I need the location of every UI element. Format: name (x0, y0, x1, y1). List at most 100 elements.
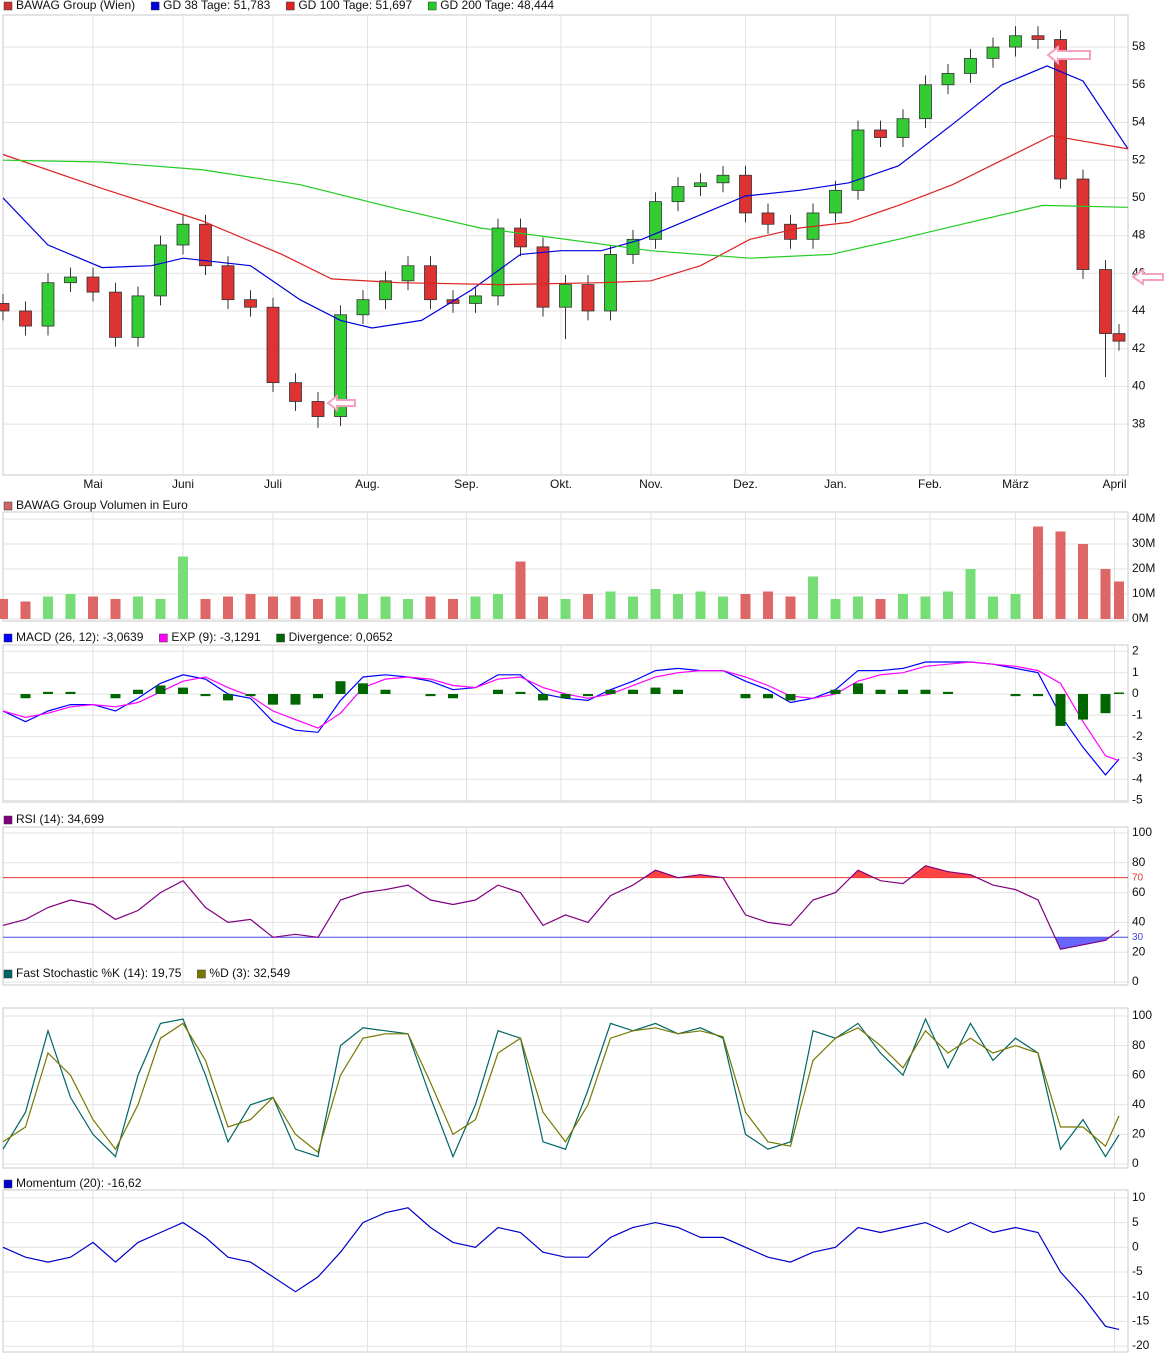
candle-body (739, 174, 752, 214)
arrow (1046, 44, 1091, 66)
y-tick-label: 0 (1132, 1239, 1139, 1253)
candle-body (64, 276, 77, 284)
candle-body (919, 84, 932, 120)
y-tick-label: 30M (1132, 536, 1155, 550)
candle-body (401, 265, 415, 282)
bar (155, 599, 166, 619)
candle-body (19, 310, 32, 327)
y-tick-label: 1 (1132, 665, 1139, 679)
candle-body (311, 401, 325, 417)
legend-label: MACD (26, 12): -3,0639 (16, 630, 144, 644)
y-tick-label: 5 (1132, 1215, 1139, 1229)
bar (20, 693, 31, 699)
bar (605, 689, 616, 694)
bar (133, 689, 143, 694)
bar (763, 693, 773, 699)
bar (88, 596, 98, 619)
bar (740, 594, 751, 619)
bar (920, 596, 931, 619)
bar (493, 689, 503, 694)
bar (0, 599, 8, 619)
bar (515, 561, 526, 619)
plot-frame (2, 826, 1129, 986)
bar (335, 681, 346, 694)
candle-body (1112, 333, 1126, 342)
legend-swatch (3, 1179, 13, 1189)
candle-body (154, 244, 167, 297)
bar (470, 596, 481, 619)
y-tick-label: 20 (1132, 944, 1146, 958)
y-tick-label: 44 (1132, 303, 1146, 317)
bar (268, 693, 278, 705)
x-tick-label: April (1102, 477, 1126, 491)
plot-frame (2, 1007, 1129, 1169)
annotations (326, 44, 1164, 413)
bar (358, 594, 368, 619)
bar (1055, 693, 1066, 726)
arrow (326, 393, 356, 413)
line-series (2, 1017, 1120, 1159)
bar (110, 599, 121, 619)
bar (1055, 531, 1066, 619)
x-tick-label: Aug. (355, 477, 380, 491)
x-tick-label: Nov. (639, 477, 663, 491)
legend-swatch (150, 1, 160, 11)
legend-label: GD 38 Tage: 51,783 (163, 0, 271, 12)
bar (538, 693, 548, 701)
bar (898, 594, 908, 619)
y-tick-label: 10M (1132, 586, 1155, 600)
y-tick-label: 100 (1132, 825, 1152, 839)
y-tick-label: -1 (1132, 707, 1143, 721)
x-tick-label: Dez. (733, 477, 758, 491)
reference-label: 70 (1132, 872, 1144, 883)
legend-swatch (427, 1, 437, 11)
candle-body (536, 246, 550, 308)
candle-body (716, 174, 730, 184)
y-tick-label: 80 (1132, 855, 1146, 869)
candle-body (761, 212, 775, 225)
legend-label: Divergence: 0,0652 (289, 630, 393, 644)
bar (380, 596, 391, 619)
bar (650, 687, 661, 694)
bar (583, 594, 593, 619)
line-series (2, 1022, 1120, 1154)
candle-body (694, 182, 707, 187)
y-tick-label: 40M (1132, 511, 1155, 525)
bar (1114, 581, 1124, 619)
bar (695, 591, 706, 619)
bar (358, 683, 368, 694)
candle-body (1076, 178, 1090, 270)
y-tick-label: 40 (1132, 915, 1146, 929)
bar (853, 596, 863, 619)
bar (560, 599, 571, 619)
bar (965, 569, 976, 619)
bar (808, 576, 818, 619)
x-tick-label: Mai (83, 477, 102, 491)
legend-label: GD 200 Tage: 48,444 (440, 0, 554, 12)
y-tick-label: 50 (1132, 190, 1146, 204)
legend-swatch (3, 501, 13, 511)
x-tick-label: Sep. (454, 477, 479, 491)
bar (110, 693, 121, 699)
y-tick-label: -5 (1132, 793, 1143, 807)
bar (673, 689, 683, 694)
candle-body (289, 382, 302, 402)
x-tick-label: März (1002, 477, 1029, 491)
legend-label: BAWAG Group Volumen in Euro (16, 498, 188, 512)
bar (1010, 594, 1021, 619)
bar (1100, 693, 1111, 714)
candle-body (829, 189, 842, 214)
y-tick-label: 54 (1132, 115, 1146, 129)
bar (290, 596, 301, 619)
candle-body (1009, 35, 1022, 48)
candle-body (964, 57, 977, 74)
y-tick-label: 60 (1132, 1067, 1146, 1081)
y-tick-label: 52 (1132, 152, 1146, 166)
candle-body (131, 295, 145, 338)
candle-body (514, 227, 527, 248)
line-series (2, 65, 1129, 329)
bar (515, 691, 526, 694)
line-series (2, 661, 1120, 776)
bar (403, 599, 413, 619)
